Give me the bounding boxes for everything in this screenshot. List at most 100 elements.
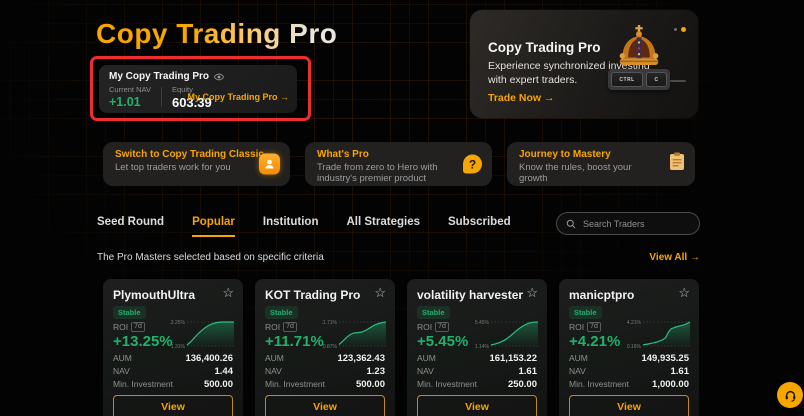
carousel-dots[interactable] [674, 27, 686, 32]
roi-value: +13.25% [113, 333, 173, 350]
roi-label: ROI [569, 322, 585, 332]
section-heading: The Pro Masters selected based on specif… [97, 252, 324, 263]
view-button[interactable]: View [417, 395, 537, 416]
trade-now-link[interactable]: Trade Now → [488, 92, 555, 104]
svg-text:0.87%: 0.87% [323, 344, 338, 350]
svg-text:1.31%: 1.31% [171, 344, 186, 350]
trader-card[interactable]: volatility harvester ☆ Stable ROI 7d +5.4… [407, 279, 547, 416]
roi-period-chip: 7d [435, 322, 449, 332]
view-button[interactable]: View [113, 395, 233, 416]
trader-card[interactable]: manicptpro ☆ Stable ROI 7d +4.21% 4.21% 0… [559, 279, 699, 416]
equity-block: Equity 603.39 [172, 85, 212, 110]
my-card-title: My Copy Trading Pro [109, 71, 210, 82]
aum-label: AUM [113, 353, 132, 363]
search-traders-box[interactable] [556, 212, 700, 235]
roi-period-chip: 7d [131, 322, 145, 332]
min-investment-label: Min. Investment [417, 379, 477, 389]
min-investment-label: Min. Investment [113, 379, 173, 389]
eye-icon[interactable] [214, 73, 225, 81]
banner-subtitle: Let top traders work for you [115, 162, 231, 173]
crown-icon [619, 25, 659, 65]
current-nav-block: Current NAV +1.01 [109, 85, 151, 109]
question-bubble-icon: ? [463, 154, 482, 174]
tab-popular[interactable]: Popular [192, 216, 235, 237]
aum-label: AUM [265, 353, 284, 363]
current-nav-label: Current NAV [109, 85, 151, 94]
roi-period-chip: 7d [587, 322, 601, 332]
roi-sparkline: 13.25% 1.31% [170, 320, 234, 350]
my-copy-trading-card[interactable]: My Copy Trading Pro Current NAV +1.01 Eq… [99, 65, 297, 113]
keycap-c: C [646, 72, 667, 87]
nav-label: NAV [569, 366, 586, 376]
strategy-tabs: Seed Round Popular Institution All Strat… [97, 216, 511, 237]
roi-label: ROI [265, 322, 281, 332]
support-fab[interactable] [777, 382, 803, 408]
nav-value: 1.23 [366, 366, 386, 377]
stat-divider [160, 87, 162, 107]
banner-title: Journey to Mastery [519, 149, 611, 160]
nav-label: NAV [113, 366, 130, 376]
aum-value: 123,362.43 [337, 353, 385, 364]
robot-avatar-icon [259, 153, 280, 175]
tab-seed-round[interactable]: Seed Round [97, 216, 165, 228]
star-icon[interactable]: ☆ [678, 285, 690, 300]
min-investment-value: 250.00 [507, 379, 537, 390]
svg-text:13.25%: 13.25% [170, 320, 186, 326]
banner-whats-pro[interactable]: What's Pro Trade from zero to Hero with … [305, 142, 492, 186]
nav-value: 1.61 [518, 366, 538, 377]
equity-value: 603.39 [171, 95, 212, 110]
status-badge: Stable [113, 306, 146, 319]
aum-value: 161,153.22 [489, 353, 537, 364]
svg-text:0.16%: 0.16% [627, 344, 642, 350]
carousel-dot-active[interactable] [681, 27, 686, 32]
current-nav-value: +1.01 [109, 95, 141, 109]
view-button[interactable]: View [265, 395, 385, 416]
min-investment-value: 1,000.00 [652, 379, 689, 390]
aum-label: AUM [569, 353, 588, 363]
banner-copy-trading-classic[interactable]: Switch to Copy Trading Classic Let top t… [103, 142, 290, 186]
trader-name: KOT Trading Pro [265, 288, 361, 302]
nav-value: 1.44 [214, 366, 234, 377]
nav-label: NAV [265, 366, 282, 376]
svg-text:11.71%: 11.71% [322, 320, 338, 326]
status-badge: Stable [569, 306, 602, 319]
star-icon[interactable]: ☆ [374, 285, 386, 300]
trader-name: PlymouthUltra [113, 288, 196, 302]
view-all-link[interactable]: View All → [649, 252, 700, 263]
status-badge: Stable [417, 306, 450, 319]
view-button[interactable]: View [569, 395, 689, 416]
tab-subscribed[interactable]: Subscribed [447, 216, 511, 228]
banner-title: What's Pro [317, 149, 369, 160]
my-copy-trading-pro-link[interactable]: My Copy Trading Pro → [187, 92, 289, 102]
roi-label: ROI [113, 322, 129, 332]
trader-name: manicptpro [569, 288, 635, 302]
trader-card[interactable]: KOT Trading Pro ☆ Stable ROI 7d +11.71% 1… [255, 279, 395, 416]
page-title: Copy Trading Pro [96, 18, 338, 49]
tab-institution[interactable]: Institution [262, 216, 319, 228]
keyboard-graphic: CTRL C [608, 69, 686, 90]
banner-journey-to-mastery[interactable]: Journey to Mastery Know the rules, boost… [507, 142, 695, 186]
svg-text:1.14%: 1.14% [475, 344, 490, 350]
aum-label: AUM [417, 353, 436, 363]
aum-value: 136,400.26 [185, 353, 233, 364]
roi-period-chip: 7d [283, 322, 297, 332]
roi-sparkline: 11.71% 0.87% [322, 320, 387, 350]
trader-name: volatility harvester [417, 288, 524, 302]
banner-subtitle: Know the rules, boost your growth [519, 162, 632, 184]
star-icon[interactable]: ☆ [222, 285, 234, 300]
star-icon[interactable]: ☆ [526, 285, 538, 300]
roi-label: ROI [417, 322, 433, 332]
keyboard-cable [670, 80, 686, 82]
nav-label: NAV [417, 366, 434, 376]
search-input[interactable] [581, 217, 690, 230]
svg-text:5.45%: 5.45% [475, 320, 490, 326]
carousel-dot[interactable] [674, 28, 677, 31]
equity-label: Equity [171, 85, 193, 94]
roi-sparkline: 5.45% 1.14% [475, 320, 539, 350]
promo-card[interactable]: Copy Trading Pro Experience synchronized… [470, 10, 698, 118]
roi-value: +11.71% [265, 333, 324, 350]
tab-all-strategies[interactable]: All Strategies [346, 216, 420, 228]
roi-value: +5.45% [417, 333, 469, 350]
